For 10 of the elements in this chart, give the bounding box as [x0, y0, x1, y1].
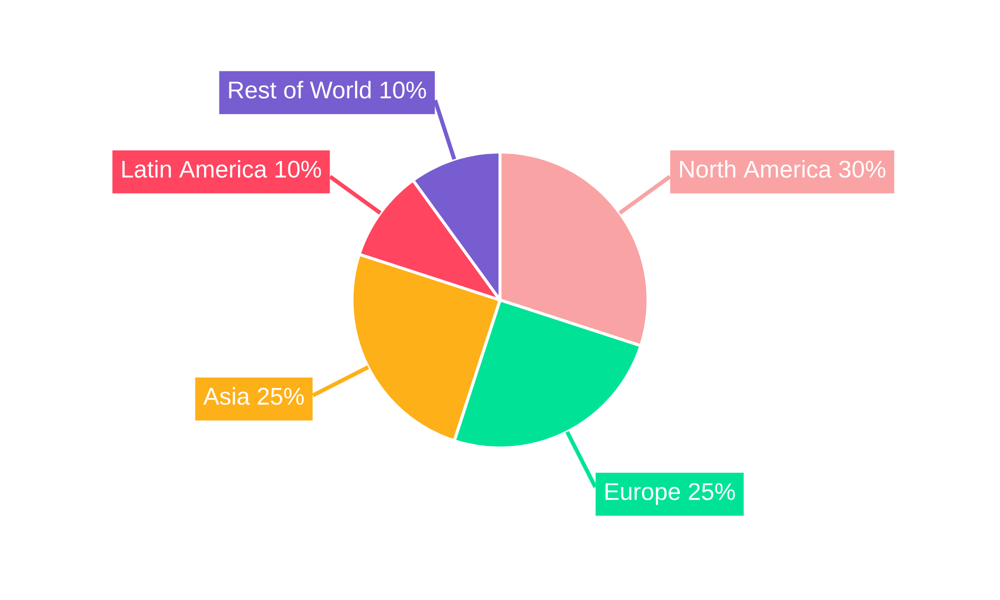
slice-label: North America — [680, 160, 832, 178]
slice-label: Europe — [606, 483, 680, 505]
slice-label: Rest of World — [229, 80, 371, 98]
data-label: 25% — [258, 388, 304, 405]
data-label: 10% — [276, 160, 321, 178]
slice-label: Latin America — [122, 160, 268, 178]
data-label: 30% — [839, 160, 886, 178]
data-label: 10% — [380, 82, 426, 98]
slice-label: Asia — [203, 387, 250, 405]
data-label: 25% — [688, 483, 735, 500]
